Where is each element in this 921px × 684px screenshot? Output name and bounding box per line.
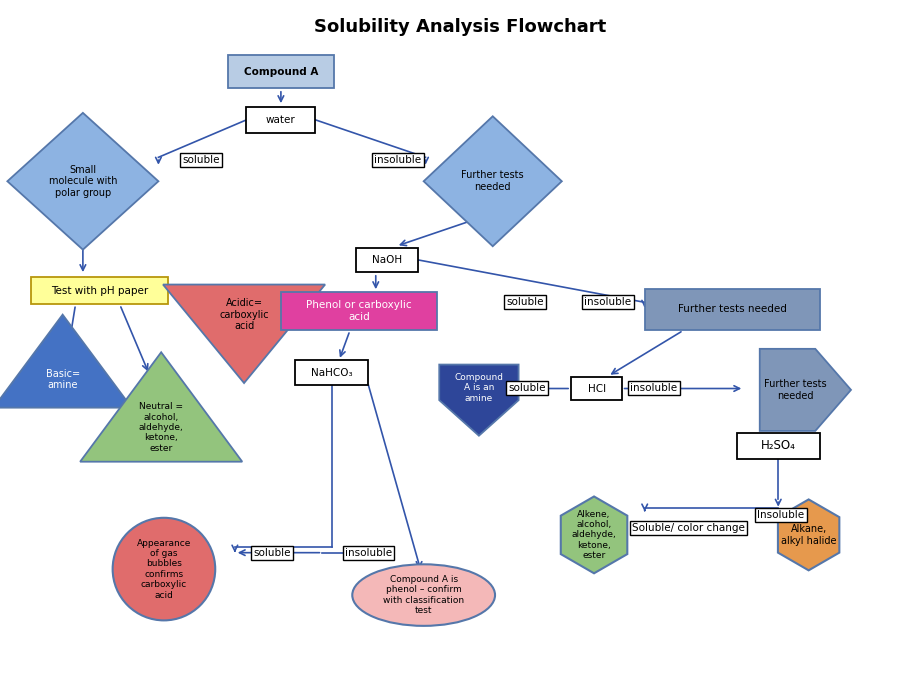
- FancyBboxPatch shape: [295, 360, 368, 385]
- Polygon shape: [80, 352, 242, 462]
- Polygon shape: [424, 116, 562, 246]
- Text: Small
molecule with
polar group: Small molecule with polar group: [49, 165, 117, 198]
- Text: insoluble: insoluble: [584, 298, 632, 307]
- Text: insoluble: insoluble: [344, 548, 392, 557]
- Text: Appearance
of gas
bubbles
confirms
carboxylic
acid: Appearance of gas bubbles confirms carbo…: [136, 538, 192, 600]
- FancyBboxPatch shape: [227, 55, 333, 88]
- Text: Solubility Analysis Flowchart: Solubility Analysis Flowchart: [314, 18, 607, 36]
- Text: NaHCO₃: NaHCO₃: [310, 368, 353, 378]
- FancyBboxPatch shape: [645, 289, 820, 330]
- FancyBboxPatch shape: [281, 292, 437, 330]
- Polygon shape: [439, 365, 519, 436]
- Text: Further tests
needed: Further tests needed: [461, 170, 524, 192]
- Polygon shape: [7, 113, 158, 250]
- Ellipse shape: [352, 564, 495, 626]
- Text: water: water: [266, 115, 296, 124]
- Text: soluble: soluble: [508, 383, 545, 393]
- Text: HCl: HCl: [588, 384, 606, 393]
- Text: Basic=
amine: Basic= amine: [45, 369, 80, 391]
- FancyBboxPatch shape: [737, 433, 820, 459]
- FancyBboxPatch shape: [571, 377, 623, 400]
- Text: insoluble: insoluble: [630, 383, 678, 393]
- Text: Compound A is
phenol – confirm
with classification
test: Compound A is phenol – confirm with clas…: [383, 575, 464, 615]
- Text: soluble: soluble: [182, 155, 219, 165]
- Text: Alkane,
alkyl halide: Alkane, alkyl halide: [781, 524, 836, 546]
- Text: insoluble: insoluble: [374, 155, 422, 165]
- Text: H₂SO₄: H₂SO₄: [761, 439, 796, 453]
- Text: Compound
A is an
amine: Compound A is an amine: [454, 373, 504, 403]
- FancyBboxPatch shape: [31, 277, 168, 304]
- Text: Phenol or carboxylic
acid: Phenol or carboxylic acid: [307, 300, 412, 322]
- Text: Further tests needed: Further tests needed: [678, 304, 787, 314]
- Polygon shape: [0, 315, 132, 408]
- Text: Insoluble: Insoluble: [757, 510, 805, 520]
- Text: soluble: soluble: [253, 548, 290, 557]
- Text: Neutral =
alcohol,
aldehyde,
ketone,
ester: Neutral = alcohol, aldehyde, ketone, est…: [139, 402, 183, 453]
- Polygon shape: [778, 499, 839, 570]
- Text: Alkene,
alcohol,
aldehyde,
ketone,
ester: Alkene, alcohol, aldehyde, ketone, ester: [572, 510, 616, 560]
- Ellipse shape: [112, 518, 216, 620]
- FancyBboxPatch shape: [247, 107, 315, 133]
- Polygon shape: [163, 285, 325, 383]
- Text: Further tests
needed: Further tests needed: [764, 379, 827, 401]
- Polygon shape: [760, 349, 851, 431]
- FancyBboxPatch shape: [356, 248, 418, 272]
- Polygon shape: [561, 497, 627, 573]
- Text: Soluble/ color change: Soluble/ color change: [633, 523, 745, 533]
- Text: Acidic=
carboxylic
acid: Acidic= carboxylic acid: [219, 298, 269, 331]
- Text: soluble: soluble: [507, 298, 543, 307]
- Text: Test with pH paper: Test with pH paper: [51, 286, 148, 295]
- Text: NaOH: NaOH: [372, 255, 402, 265]
- Text: Compound A: Compound A: [244, 67, 318, 77]
